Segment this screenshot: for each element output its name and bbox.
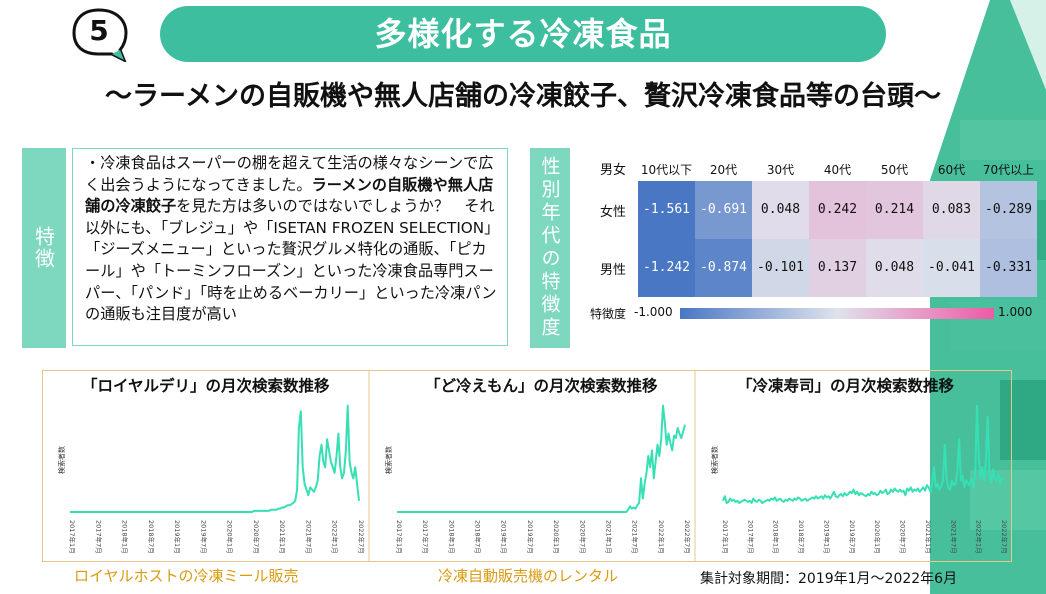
feature-description: ・冷凍食品はスーパーの棚を超えて生活の様々なシーンで広く出会うようになってきまし… [72,148,508,346]
heatmap-cell: 0.048 [752,181,809,239]
heatmap-corner-label: 男女 [599,163,626,178]
heatmap-cell: -0.289 [980,181,1037,239]
heatmap-cell: -0.691 [695,181,752,239]
chart-xtick: 2017年7月 [746,520,755,554]
heatmap-label: 性別年代の特徴度 [530,148,570,348]
heatmap-column-header: 10代以下 [640,163,693,177]
chart-ylabel: 検索者数 [384,446,393,474]
chart-xtick: 2019年7月 [848,520,857,554]
chart-xtick: 2018年7月 [147,520,156,554]
chart-xtick: 2020年1月 [226,520,235,554]
heatmap-legend-gradient [680,308,994,319]
chart-title: 「冷凍寿司」の月次検索数推移 [737,377,955,395]
chart-title: 「ど冷えもん」の月次検索数推移 [425,377,658,395]
search-trend-charts: 検索者数 2017年1月 2017年7月 2018年1月 2018年7月 2019年1月 2… [57,370,1009,562]
heatmap-row-header: 男性 [599,263,626,278]
chart-xtick: 2022年7月 [683,520,692,554]
heatmap-legend-max: 1.000 [998,305,1033,319]
chart-series-line [397,404,686,513]
chart-xtick: 2019年1月 [822,520,831,554]
heatmap-column-header: 20代 [709,163,738,177]
chart-xtick: 2018年7月 [797,520,806,554]
heatmap-column-header: 50代 [880,163,909,177]
heatmap-cell: -0.874 [695,239,752,297]
chart-xtick: 2019年7月 [199,520,208,554]
heatmap-cell: -1.561 [638,181,695,239]
feature-label: 特徴 [22,148,66,348]
chart-xtick: 2021年1月 [604,520,613,554]
heatmap-column-header: 70代以上 [982,163,1035,177]
heatmap-cell: -0.331 [980,239,1037,297]
chart-xtick: 2021年7月 [949,520,958,554]
chart-xtick: 2021年7月 [631,520,640,554]
chart-xtick: 2018年1月 [772,520,781,554]
speech-bubble-icon [72,8,128,64]
chart-xtick: 2022年7月 [1000,520,1009,554]
chart-xtick: 2021年1月 [278,520,287,554]
heatmap-cell: 0.048 [866,239,923,297]
chart-xtick: 2019年7月 [526,520,535,554]
section-number: 5 [89,14,109,47]
chart-xtick: 2017年1月 [395,520,404,554]
chart-series-line [722,404,1003,504]
chart-xtick: 2017年1月 [721,520,730,554]
chart-xtick: 2020年1月 [552,520,561,554]
chart-xtick: 2018年1月 [121,520,130,554]
page-title: 多様化する冷凍食品 [160,6,886,62]
chart-xtick: 2019年1月 [500,520,509,554]
chart-xtick: 2019年1月 [173,520,182,554]
chart-series-line [70,404,360,513]
chart-ylabel: 検索者数 [57,446,66,474]
heatmap-cell: 0.242 [809,181,866,239]
chart-xtick: 2022年1月 [331,520,340,554]
heatmap-cell: -0.041 [923,239,980,297]
heatmap-column-header: 30代 [766,163,795,177]
section-number-badge: 5 [68,6,130,64]
feature-text-segment: を見た方は多いのではないでしょうか？ それ以外にも、「ブレジュ」や「ISETAN… [85,197,497,324]
caption-vending-rental: 冷凍自動販売機のレンタル [438,567,619,585]
heatmap-cell: -0.101 [752,239,809,297]
chart-xtick: 2020年7月 [899,520,908,554]
chart-xtick: 2022年1月 [975,520,984,554]
heatmap-cell: 0.083 [923,181,980,239]
page-subtitle: ～ラーメンの自販機や無人店舗の冷凍餃子、贅沢冷凍食品等の台頭～ [105,81,941,112]
chart-xtick: 2017年7月 [94,520,103,554]
chart-xtick: 2018年1月 [447,520,456,554]
heatmap-cell: -1.242 [638,239,695,297]
chart-xtick: 2021年7月 [304,520,313,554]
heatmap-legend-label: 特徴度 [590,307,627,321]
chart-xtick: 2021年1月 [924,520,933,554]
chart-xtick: 2020年1月 [873,520,882,554]
heatmap-column-header: 60代 [937,163,966,177]
chart-xtick: 2018年7月 [474,520,483,554]
heatmap-cell: 0.137 [809,239,866,297]
chart-ylabel: 検索者数 [710,446,719,474]
chart-xtick: 2017年7月 [421,520,430,554]
caption-royal-host: ロイヤルホストの冷凍ミール販売 [74,567,299,585]
chart-xtick: 2022年7月 [357,520,366,554]
heatmap-cell: 0.214 [866,181,923,239]
chart-xtick: 2017年1月 [68,520,77,554]
chart-xtick: 2020年7月 [252,520,261,554]
heatmap-legend-min: -1.000 [634,305,673,319]
chart-xtick: 2022年1月 [657,520,666,554]
aggregation-period: 集計対象期間：2019年1月～2022年6月 [700,571,958,587]
feature-text-segment: ・冷凍食品はスーパーの棚を超えて生活の様々なシーンで広く出会うようになってきまし… [85,154,494,194]
gender-age-heatmap: 男女 10代以下 20代 30代 40代 50代 60代 70代以上女性 -1.561 -0.69… [588,155,1038,345]
feature-text-segment: ラーメンの自販機や無人店舗の冷凍餃子 [85,175,494,216]
charts-frame [42,370,1012,562]
chart-xtick: 2020年7月 [578,520,587,554]
heatmap-column-header: 40代 [823,163,852,177]
chart-title: 「ロイヤルデリ」の月次検索数推移 [82,377,330,395]
heatmap-row-header: 女性 [599,205,626,220]
